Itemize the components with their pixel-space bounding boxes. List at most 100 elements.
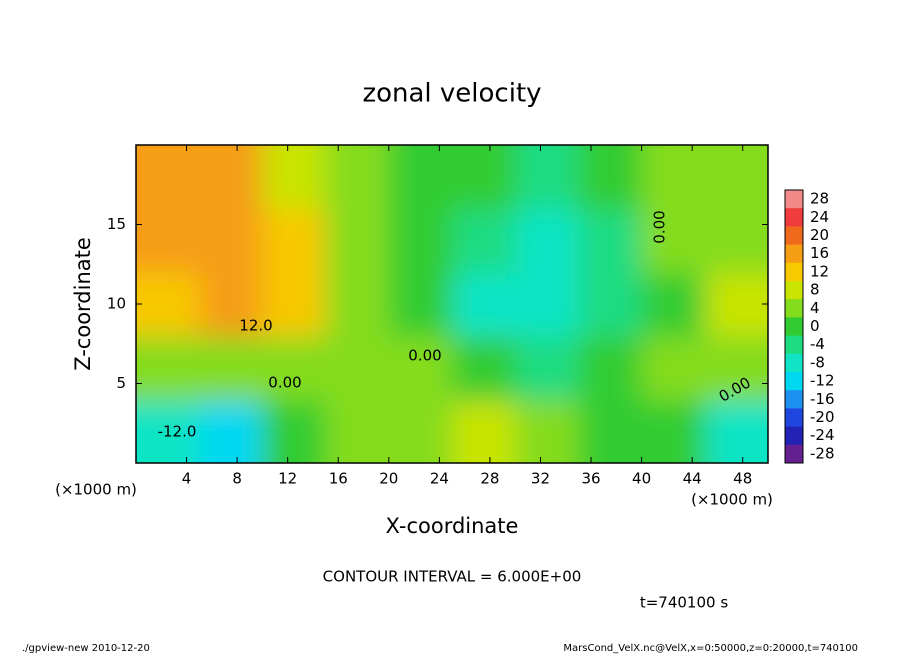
contour-label: 0.00 — [408, 347, 441, 365]
y-tick-label: 15 — [107, 215, 126, 233]
cell — [641, 399, 706, 463]
contour-label: -12.0 — [158, 423, 197, 441]
cell — [262, 145, 327, 210]
cell — [704, 272, 768, 337]
field — [136, 145, 768, 463]
contour-label: 0.00 — [268, 374, 301, 392]
cell — [388, 272, 453, 337]
x-unit: (×1000 m) — [55, 481, 137, 499]
cell — [388, 208, 453, 274]
x-tick-label: 32 — [531, 470, 550, 488]
colorbar-swatch — [785, 262, 803, 282]
colorbar-frame — [784, 189, 804, 464]
colorbar-swatch — [785, 244, 803, 264]
plot-area — [136, 145, 768, 463]
cell — [136, 399, 201, 463]
colorbar-swatch — [785, 426, 803, 446]
cell — [452, 208, 517, 274]
cell — [578, 145, 643, 210]
cell — [199, 145, 264, 210]
colorbar-label: -16 — [810, 390, 835, 408]
colorbar-label: 4 — [810, 299, 820, 317]
cell — [704, 208, 768, 274]
colorbar-label: 28 — [810, 190, 829, 208]
colorbar-swatch — [785, 335, 803, 355]
cell — [452, 272, 517, 337]
contour-label: 0.00 — [651, 210, 669, 243]
contour-interval: CONTOUR INTERVAL = 6.000E+00 — [323, 568, 582, 586]
cell — [578, 399, 643, 463]
cell — [199, 399, 264, 463]
cell — [515, 208, 580, 274]
x-axis-label: X-coordinate — [386, 514, 519, 538]
cell — [136, 272, 201, 337]
contour-label: 12.0 — [239, 317, 272, 335]
colorbar-swatch — [785, 226, 803, 246]
cell — [325, 208, 390, 274]
x-tick-label: 36 — [581, 470, 600, 488]
time-label: t=740100 s — [640, 594, 728, 612]
colorbar-swatch — [785, 190, 803, 209]
cell — [136, 208, 201, 274]
colorbar-label: 0 — [810, 317, 820, 335]
cell — [136, 145, 201, 210]
x-tick-label: 40 — [632, 470, 651, 488]
x-tick-label: 28 — [480, 470, 499, 488]
cell — [704, 145, 768, 210]
cell — [262, 208, 327, 274]
cell — [262, 335, 327, 401]
cell — [578, 272, 643, 337]
cell — [388, 145, 453, 210]
footer-right: MarsCond_VelX.nc@VelX,x=0:50000,z=0:2000… — [563, 643, 858, 654]
cell — [641, 335, 706, 401]
x-tick-label: 20 — [379, 470, 398, 488]
x-tick-label: 48 — [733, 470, 752, 488]
y-tick-label: 5 — [116, 374, 126, 392]
colorbar-swatch — [785, 208, 803, 227]
cell — [704, 399, 768, 463]
cell — [641, 272, 706, 337]
cell — [641, 145, 706, 210]
cell — [515, 145, 580, 210]
cell — [199, 208, 264, 274]
x-tick-label: 4 — [182, 470, 192, 488]
cell — [325, 335, 390, 401]
cell — [578, 208, 643, 274]
cell — [641, 208, 706, 274]
cell — [578, 335, 643, 401]
colorbar-label: 16 — [810, 244, 829, 262]
colorbar-label: 8 — [810, 281, 820, 299]
cell — [704, 335, 768, 401]
cell — [262, 399, 327, 463]
colorbar-label: 12 — [810, 262, 829, 280]
colorbar-label: -12 — [810, 372, 835, 390]
cell — [325, 399, 390, 463]
colorbar-swatch — [785, 408, 803, 428]
cell — [199, 272, 264, 337]
x-tick-label: 16 — [329, 470, 348, 488]
colorbar-swatch — [785, 390, 803, 409]
colorbar-label: -28 — [810, 444, 835, 462]
colorbar-swatch — [785, 353, 803, 373]
cell — [262, 272, 327, 337]
y-axis-label: Z-coordinate — [71, 237, 95, 371]
x-unit: (×1000 m) — [691, 491, 773, 509]
cell — [199, 335, 264, 401]
colorbar-label: -24 — [810, 426, 835, 444]
colorbar-swatch — [785, 372, 803, 391]
colorbar-label: -4 — [810, 335, 825, 353]
cell — [515, 399, 580, 463]
x-tick-label: 12 — [278, 470, 297, 488]
cell — [388, 399, 453, 463]
x-tick-label: 8 — [232, 470, 242, 488]
colorbar-label: 24 — [810, 208, 829, 226]
cell — [515, 272, 580, 337]
cell — [452, 335, 517, 401]
colorbar-swatch — [785, 317, 803, 337]
cell — [515, 335, 580, 401]
cell — [136, 335, 201, 401]
footer-left: ./gpview-new 2010-12-20 — [22, 643, 150, 654]
cell — [452, 145, 517, 210]
x-tick-label: 24 — [430, 470, 449, 488]
